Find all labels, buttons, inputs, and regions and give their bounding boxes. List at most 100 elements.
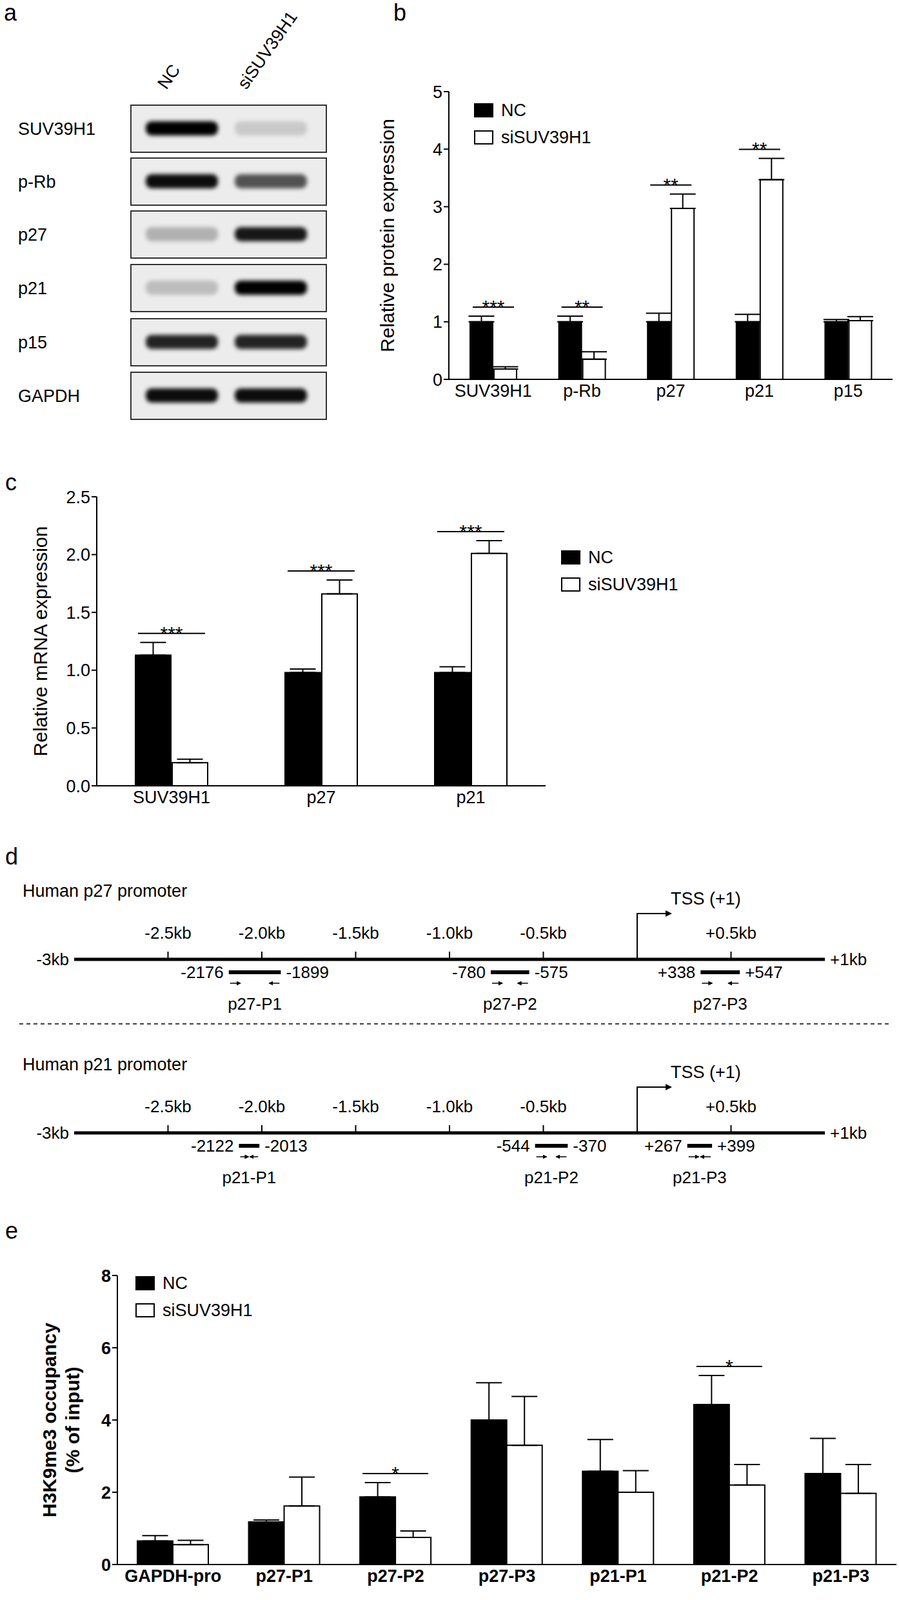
html-text:NC: NC: [162, 1272, 188, 1293]
svg-text:-1.0kb: -1.0kb: [426, 922, 473, 943]
svg-text:2: 2: [101, 1482, 111, 1502]
html-text:siSUV39H1: siSUV39H1: [588, 574, 679, 594]
svg-text:p21: p21: [18, 278, 48, 298]
svg-text:-2.0kb: -2.0kb: [238, 922, 286, 943]
svg-text:-1.0kb: -1.0kb: [426, 1096, 473, 1116]
html-text:Relative protein expression: Relative protein expression: [376, 118, 398, 353]
svg-text:2.5: 2.5: [65, 487, 91, 507]
svg-text:p-Rb: p-Rb: [563, 381, 602, 401]
svg-text:-2.0kb: -2.0kb: [238, 1096, 286, 1116]
svg-text:TSS (+1): TSS (+1): [670, 888, 741, 909]
html-text:siSUV39H1: siSUV39H1: [162, 1299, 253, 1320]
svg-text:p27-P3: p27-P3: [478, 1565, 536, 1586]
svg-text:p27-P2: p27-P2: [483, 993, 538, 1014]
html-text:a: a: [3, 0, 17, 26]
svg-text:-2013: -2013: [264, 1135, 308, 1156]
svg-text:***: ***: [309, 559, 333, 582]
svg-text:p21: p21: [744, 381, 774, 401]
svg-text:SUV39H1: SUV39H1: [454, 381, 533, 401]
svg-text:TSS (+1): TSS (+1): [670, 1062, 741, 1082]
html-text:Relative mRNA expression: Relative mRNA expression: [29, 525, 51, 757]
svg-text:+399: +399: [717, 1135, 756, 1156]
svg-text:-780: -780: [452, 962, 486, 982]
svg-text:6: 6: [101, 1338, 111, 1358]
svg-text:SUV39H1: SUV39H1: [18, 119, 96, 139]
svg-text:p27-P1: p27-P1: [227, 993, 282, 1014]
svg-text:-2.5kb: -2.5kb: [144, 1096, 191, 1116]
svg-text:-1.5kb: -1.5kb: [332, 922, 379, 943]
html-text:siSUV39H1: siSUV39H1: [501, 127, 592, 147]
svg-text:+1kb: +1kb: [829, 1122, 867, 1143]
svg-text:p21-P2: p21-P2: [701, 1565, 759, 1586]
svg-text:p21: p21: [455, 787, 485, 807]
svg-text:***: ***: [459, 520, 482, 542]
svg-text:+338: +338: [657, 962, 696, 982]
svg-text:p-Rb: p-Rb: [18, 172, 57, 192]
svg-text:5: 5: [432, 82, 443, 102]
svg-text:1.0: 1.0: [65, 660, 91, 680]
svg-text:*: *: [725, 1354, 734, 1377]
svg-text:siSUV39H1: siSUV39H1: [233, 7, 302, 93]
svg-text:+0.5kb: +0.5kb: [705, 1096, 757, 1116]
svg-text:Human p21 promoter: Human p21 promoter: [22, 1054, 188, 1074]
html-text:NC: NC: [588, 547, 614, 567]
html-text:H3K9me3 occupancy: H3K9me3 occupancy: [38, 1322, 60, 1517]
svg-text:0: 0: [101, 1554, 111, 1575]
svg-text:***: ***: [481, 296, 505, 318]
svg-text:8: 8: [101, 1265, 111, 1286]
svg-text:*: *: [391, 1462, 400, 1484]
svg-text:-370: -370: [572, 1135, 607, 1156]
svg-text:+1kb: +1kb: [829, 949, 867, 969]
svg-text:3: 3: [432, 197, 443, 217]
svg-text:0.0: 0.0: [65, 776, 91, 796]
svg-text:p21-P2: p21-P2: [524, 1167, 579, 1187]
svg-text:0.5: 0.5: [65, 718, 91, 738]
svg-text:p27: p27: [18, 225, 48, 245]
svg-text:p21-P1: p21-P1: [589, 1565, 647, 1586]
svg-text:4: 4: [101, 1410, 111, 1430]
svg-text:SUV39H1: SUV39H1: [132, 787, 211, 807]
svg-text:1.5: 1.5: [65, 602, 91, 623]
html-text:(% of input): (% of input): [61, 1366, 84, 1473]
svg-text:Human p27 promoter: Human p27 promoter: [22, 880, 188, 901]
svg-text:-2122: -2122: [190, 1135, 235, 1156]
svg-text:p21-P3: p21-P3: [672, 1167, 727, 1187]
svg-text:-2.5kb: -2.5kb: [144, 922, 191, 943]
svg-text:**: **: [751, 138, 768, 160]
svg-text:p27-P3: p27-P3: [693, 993, 748, 1014]
svg-text:***: ***: [159, 622, 183, 644]
svg-text:-3kb: -3kb: [36, 949, 70, 969]
svg-text:4: 4: [432, 139, 443, 160]
svg-text:+547: +547: [744, 962, 783, 982]
svg-text:**: **: [663, 174, 680, 196]
svg-text:-2176: -2176: [180, 962, 224, 982]
html-text:d: d: [5, 842, 19, 870]
html-text:b: b: [393, 0, 407, 26]
svg-text:-544: -544: [496, 1135, 531, 1156]
svg-text:p27: p27: [306, 787, 336, 807]
svg-text:1: 1: [432, 312, 443, 332]
svg-text:-0.5kb: -0.5kb: [519, 1096, 567, 1116]
svg-text:-1.5kb: -1.5kb: [332, 1096, 379, 1116]
svg-text:NC: NC: [153, 60, 184, 93]
svg-text:p27-P1: p27-P1: [256, 1565, 314, 1586]
svg-text:p27: p27: [655, 381, 685, 401]
svg-text:GAPDH: GAPDH: [18, 386, 80, 406]
svg-text:GAPDH-pro: GAPDH-pro: [124, 1565, 222, 1586]
svg-text:-1899: -1899: [285, 962, 329, 982]
svg-text:p21-P3: p21-P3: [811, 1565, 870, 1586]
svg-text:p21-P1: p21-P1: [221, 1167, 277, 1187]
svg-text:p15: p15: [18, 332, 48, 353]
svg-text:+267: +267: [644, 1135, 683, 1156]
svg-text:p27-P2: p27-P2: [366, 1565, 425, 1586]
svg-text:-3kb: -3kb: [36, 1122, 70, 1143]
svg-text:2.0: 2.0: [65, 544, 91, 565]
svg-text:0: 0: [432, 370, 443, 390]
svg-text:2: 2: [432, 254, 443, 275]
svg-text:-575: -575: [534, 962, 569, 982]
svg-text:p15: p15: [833, 381, 863, 401]
svg-text:+0.5kb: +0.5kb: [705, 922, 757, 943]
svg-text:-0.5kb: -0.5kb: [519, 922, 567, 943]
html-text:NC: NC: [501, 100, 527, 120]
svg-text:**: **: [574, 296, 591, 318]
